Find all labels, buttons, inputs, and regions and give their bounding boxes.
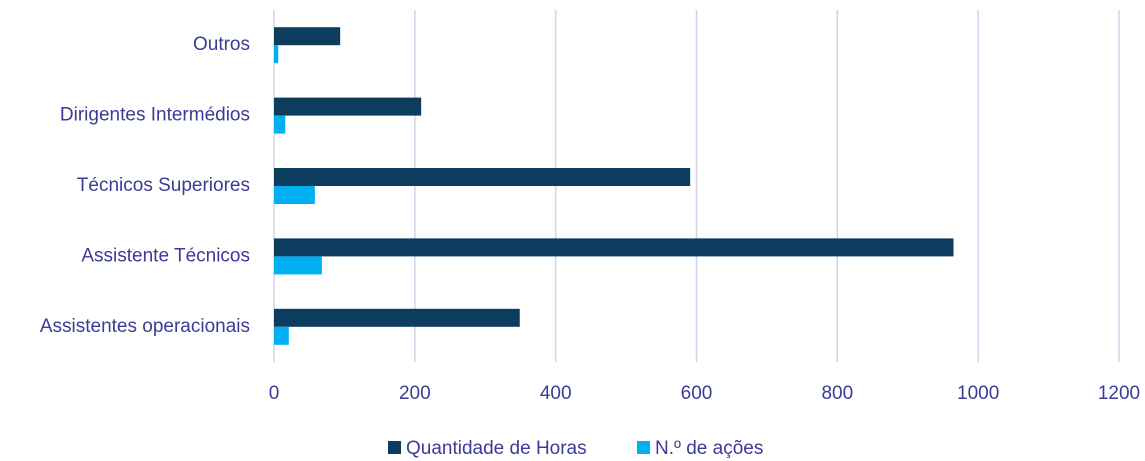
x-tick-label: 200 [399,383,431,404]
bar [274,308,520,327]
x-tick-label: 0 [269,383,280,404]
y-tick-label: Técnicos Superiores [77,175,250,196]
bar [274,238,954,257]
x-tick-label: 400 [540,383,572,404]
legend-swatch [637,441,650,454]
bar [274,115,286,134]
bar [274,97,422,116]
bar [274,186,315,204]
y-tick-label: Dirigentes Intermédios [60,105,250,126]
bar [274,168,691,186]
bar [274,45,279,64]
x-tick-label: 600 [681,383,713,404]
bar [274,256,322,275]
legend-swatch [388,441,401,454]
x-tick-label: 800 [821,383,853,404]
legend-label: Quantidade de Horas [406,438,587,459]
y-tick-label: Outros [193,34,250,55]
y-tick-label: Assistente Técnicos [81,245,250,266]
legend-label: N.º de ações [655,438,763,459]
bar [274,27,341,46]
y-tick-label: Assistentes operacionais [40,316,250,337]
x-tick-label: 1200 [1098,383,1140,404]
bar [274,326,289,345]
x-tick-label: 1000 [957,383,999,404]
